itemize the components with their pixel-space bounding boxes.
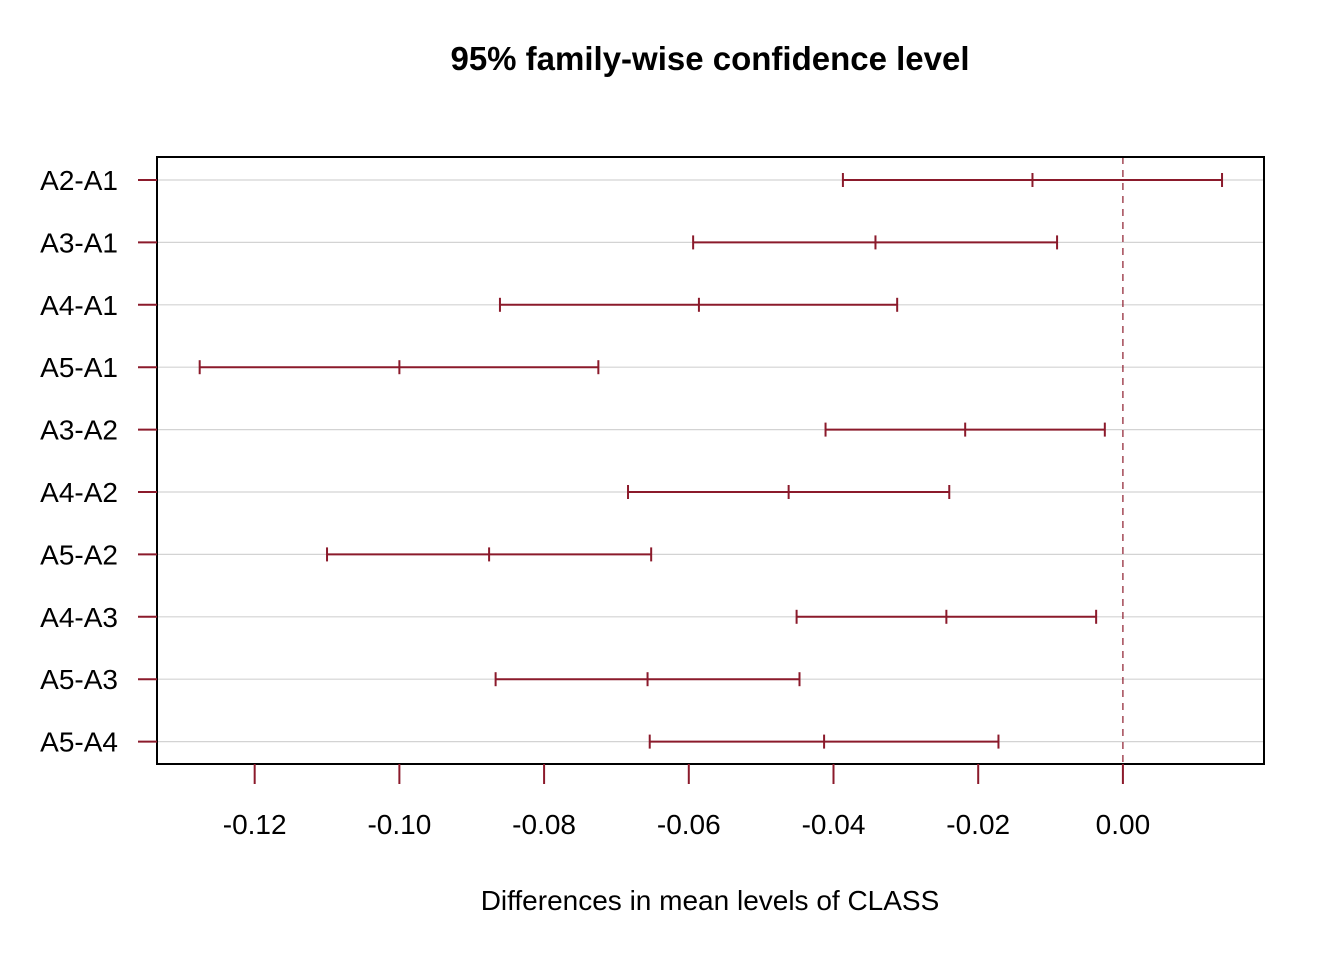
interval-A5-A1 — [198, 360, 600, 375]
x-tick-label: -0.02 — [946, 809, 1010, 840]
x-axis: -0.12 -0.10 -0.08 -0.06 -0.04 -0.02 0.00 — [223, 764, 1150, 840]
y-tick-label: A4-A1 — [40, 290, 118, 321]
confidence-intervals — [198, 173, 1224, 749]
y-tick-label: A4-A2 — [40, 477, 118, 508]
interval-A5-A3 — [494, 672, 801, 687]
y-tick-label: A5-A3 — [40, 664, 118, 695]
grid-lines — [157, 179, 1264, 743]
y-tick-label: A3-A2 — [40, 415, 118, 446]
interval-A3-A1 — [692, 235, 1059, 250]
chart-title: 95% family-wise confidence level — [450, 40, 969, 77]
interval-A4-A2 — [627, 485, 951, 499]
x-tick-label: -0.12 — [223, 809, 287, 840]
y-tick-label: A5-A4 — [40, 727, 118, 758]
x-axis-label: Differences in mean levels of CLASS — [481, 885, 940, 916]
interval-A3-A2 — [824, 422, 1106, 437]
x-tick-label: -0.10 — [367, 809, 431, 840]
interval-A2-A1 — [841, 173, 1224, 187]
x-tick-label: -0.06 — [657, 809, 721, 840]
y-tick-label: A5-A1 — [40, 352, 118, 383]
y-tick-label: A3-A1 — [40, 227, 118, 258]
interval-A4-A1 — [498, 297, 899, 312]
y-axis: A2-A1 A3-A1 A4-A1 A5-A1 A3-A2 A4-A2 A5-A2 A4-A3… — [40, 165, 157, 758]
x-tick-label: 0.00 — [1096, 809, 1151, 840]
interval-A5-A2 — [326, 547, 653, 562]
y-tick-label: A2-A1 — [40, 165, 118, 196]
x-tick-label: -0.08 — [512, 809, 576, 840]
interval-A5-A4 — [648, 734, 1000, 749]
y-tick-label: A5-A2 — [40, 539, 118, 570]
y-tick-label: A4-A3 — [40, 602, 118, 633]
plot-frame — [156, 156, 1265, 765]
x-tick-label: -0.04 — [802, 809, 866, 840]
interval-A4-A3 — [795, 609, 1098, 624]
